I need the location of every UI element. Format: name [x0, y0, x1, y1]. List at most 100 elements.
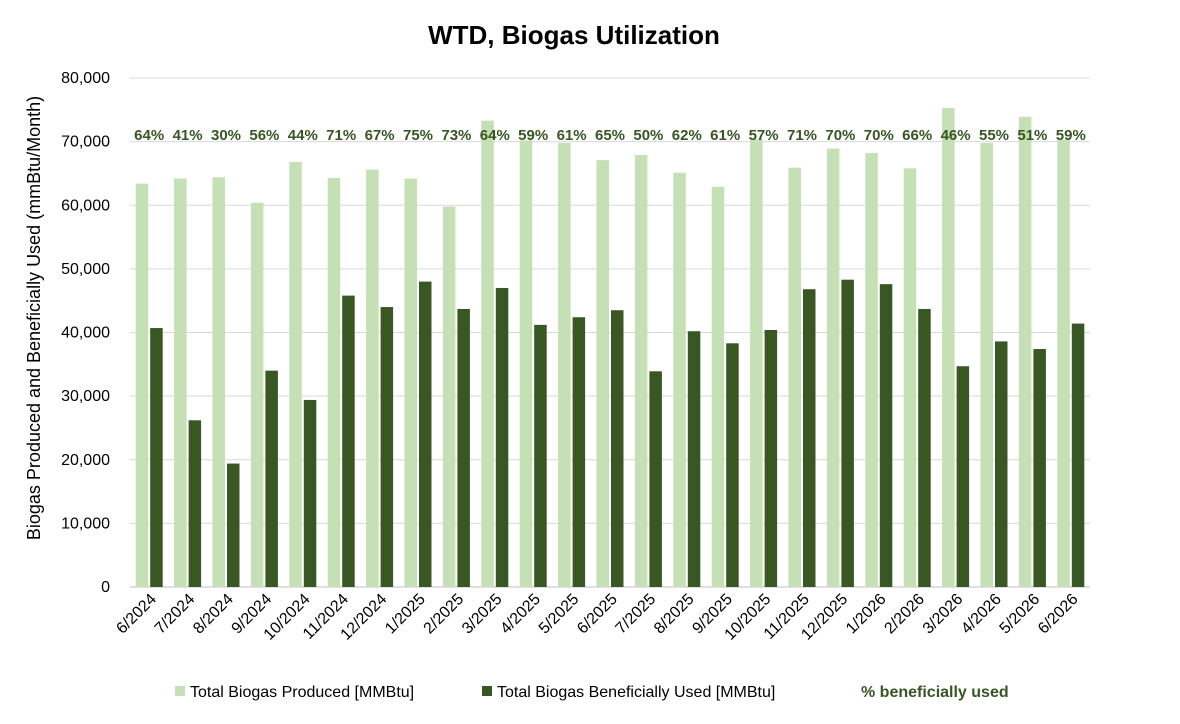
bar-produced: [942, 107, 955, 587]
bar-produced: [174, 178, 187, 587]
bar-produced: [327, 177, 341, 588]
y-tick-label: 0: [101, 579, 110, 596]
legend: Total Biogas Produced [MMBtu] Total Biog…: [175, 684, 1009, 701]
x-tick-label: 4/2026: [958, 591, 1005, 638]
bar-produced: [289, 161, 302, 588]
y-tick-label: 80,000: [61, 70, 110, 87]
bar-beneficially-used: [611, 310, 624, 587]
bar-beneficially-used: [841, 279, 854, 587]
percent-label: 57%: [749, 127, 779, 144]
bars: [135, 107, 1085, 588]
percent-label: 50%: [633, 127, 663, 144]
percent-label: 71%: [787, 127, 817, 144]
x-axis-ticks: 6/20247/20248/20249/202410/202411/202412…: [113, 591, 1081, 644]
percent-label: 66%: [902, 127, 932, 144]
bar-beneficially-used: [649, 371, 662, 587]
x-tick-label: 7/2024: [152, 591, 199, 638]
percent-label: 56%: [249, 127, 279, 144]
legend-label-percent: % beneficially used: [861, 684, 1009, 701]
x-tick-label: 3/2026: [920, 591, 967, 638]
bar-produced: [711, 186, 725, 587]
percent-label: 41%: [173, 127, 203, 144]
percent-label: 59%: [1056, 127, 1086, 144]
percent-label: 70%: [864, 127, 894, 144]
bar-produced: [519, 140, 533, 588]
bar-beneficially-used: [419, 281, 432, 587]
x-tick-label: 3/2025: [459, 591, 506, 638]
x-tick-label: 5/2026: [997, 591, 1044, 638]
percent-label: 59%: [518, 127, 548, 144]
percent-label: 30%: [211, 127, 241, 144]
x-tick-label: 6/2025: [574, 591, 621, 638]
bar-beneficially-used: [227, 463, 240, 587]
bar-beneficially-used: [879, 284, 893, 587]
percent-label: 75%: [403, 127, 433, 144]
percent-label: 67%: [365, 127, 395, 144]
bar-produced: [481, 120, 494, 587]
bar-produced: [442, 206, 456, 587]
bar-beneficially-used: [495, 287, 509, 587]
bar-beneficially-used: [342, 295, 355, 587]
bar-produced: [1018, 116, 1032, 587]
bar-produced: [865, 153, 878, 587]
percent-label: 65%: [595, 127, 625, 144]
legend-swatch-produced: [175, 686, 185, 696]
bar-produced: [212, 177, 225, 587]
bar-produced: [1057, 139, 1070, 587]
percent-labels: 64% 41% 30% 56% 44% 71% 67% 75% 73% 64% 59% 61% 65% 5…: [134, 127, 1086, 144]
percent-label: 62%: [672, 127, 702, 144]
x-tick-label: 6/2024: [113, 591, 160, 638]
percent-label: 46%: [941, 127, 971, 144]
x-tick-label: 1/2025: [382, 591, 429, 638]
bar-produced: [135, 183, 149, 587]
percent-label: 61%: [557, 127, 587, 144]
x-tick-label: 1/2026: [843, 591, 890, 638]
bar-beneficially-used: [687, 331, 701, 587]
y-axis-label: Biogas Produced and Beneficially Used (m…: [24, 96, 44, 540]
x-tick-label: 4/2025: [497, 591, 544, 638]
bar-beneficially-used: [534, 324, 547, 587]
x-tick-label: 2/2026: [881, 591, 928, 638]
bar-beneficially-used: [1033, 349, 1046, 587]
bar-beneficially-used: [303, 399, 317, 587]
bar-beneficially-used: [764, 329, 778, 587]
y-tick-label: 70,000: [61, 134, 110, 151]
percent-label: 70%: [825, 127, 855, 144]
bar-produced: [750, 139, 763, 587]
bar-produced: [788, 167, 801, 587]
percent-label: 61%: [710, 127, 740, 144]
bar-beneficially-used: [188, 420, 202, 587]
bar-beneficially-used: [572, 317, 586, 587]
legend-swatch-used: [482, 686, 492, 696]
percent-label: 44%: [288, 127, 318, 144]
percent-label: 51%: [1017, 127, 1047, 144]
chart-title: WTD, Biogas Utilization: [428, 20, 720, 50]
percent-label: 55%: [979, 127, 1009, 144]
x-tick-label: 5/2025: [536, 591, 583, 638]
bar-beneficially-used: [956, 366, 970, 587]
x-tick-label: 7/2025: [613, 591, 660, 638]
bar-produced: [673, 172, 686, 587]
bar-produced: [366, 169, 379, 587]
x-tick-label: 8/2025: [651, 591, 698, 638]
bar-produced: [250, 202, 264, 587]
bar-beneficially-used: [726, 343, 739, 587]
y-tick-label: 40,000: [61, 325, 110, 342]
bar-beneficially-used: [380, 307, 394, 587]
bar-produced: [404, 178, 417, 587]
bar-beneficially-used: [150, 328, 163, 587]
bar-beneficially-used: [265, 370, 278, 587]
bar-produced: [596, 160, 609, 588]
legend-label-used: Total Biogas Beneficially Used [MMBtu]: [497, 684, 775, 701]
bar-produced: [903, 168, 917, 587]
x-tick-label: 2/2025: [421, 591, 468, 638]
percent-label: 64%: [134, 127, 164, 144]
bar-produced: [826, 148, 840, 587]
bar-beneficially-used: [803, 289, 816, 587]
y-tick-label: 50,000: [61, 261, 110, 278]
bar-beneficially-used: [995, 341, 1008, 587]
y-axis-ticks: 0 10,000 20,000 30,000 40,000 50,000 60,000 70,…: [61, 70, 110, 596]
percent-label: 73%: [441, 127, 471, 144]
y-tick-label: 20,000: [61, 452, 110, 469]
bar-produced: [558, 142, 571, 587]
